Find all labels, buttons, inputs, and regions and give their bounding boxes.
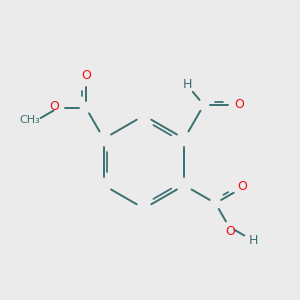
Text: CH₃: CH₃ <box>20 115 40 125</box>
Text: O: O <box>49 100 59 113</box>
Text: O: O <box>234 98 244 112</box>
Text: O: O <box>81 69 91 82</box>
Text: O: O <box>226 225 236 238</box>
Text: H: H <box>249 234 259 247</box>
Text: H: H <box>183 78 193 91</box>
Text: O: O <box>238 180 248 193</box>
